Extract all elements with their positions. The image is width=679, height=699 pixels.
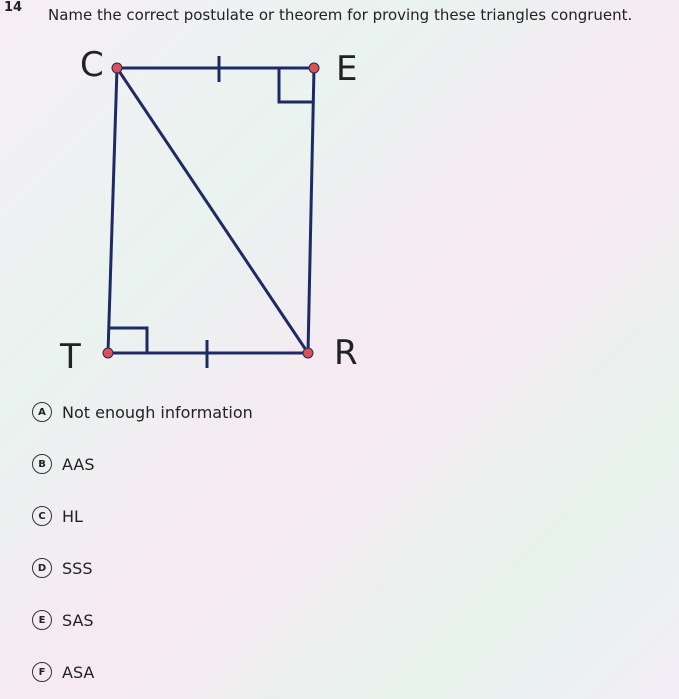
- answer-option[interactable]: F ASA: [32, 662, 94, 682]
- answer-option[interactable]: D SSS: [32, 558, 92, 578]
- option-letter: D: [32, 558, 52, 578]
- answer-option[interactable]: A Not enough information: [32, 402, 253, 422]
- vertex-label: R: [334, 333, 358, 373]
- option-text: AAS: [62, 454, 95, 474]
- option-text: Not enough information: [62, 402, 253, 422]
- option-letter: B: [32, 454, 52, 474]
- option-letter: F: [32, 662, 52, 682]
- option-text: HL: [62, 506, 83, 526]
- answer-option[interactable]: B AAS: [32, 454, 95, 474]
- option-letter: C: [32, 506, 52, 526]
- question-text: Name the correct postulate or theorem fo…: [48, 6, 633, 24]
- answer-option[interactable]: E SAS: [32, 610, 94, 630]
- option-text: ASA: [62, 662, 95, 682]
- vertex-label: T: [59, 337, 81, 377]
- vertex-label: E: [336, 49, 357, 89]
- option-letter: A: [32, 402, 52, 422]
- option-text: SSS: [62, 558, 93, 578]
- diagram: C E T R: [59, 45, 358, 377]
- option-text: SAS: [62, 610, 94, 630]
- vertex-label: C: [80, 45, 104, 85]
- question-number: 14: [4, 0, 23, 15]
- option-letter: E: [32, 610, 52, 630]
- answer-option[interactable]: C HL: [32, 506, 83, 526]
